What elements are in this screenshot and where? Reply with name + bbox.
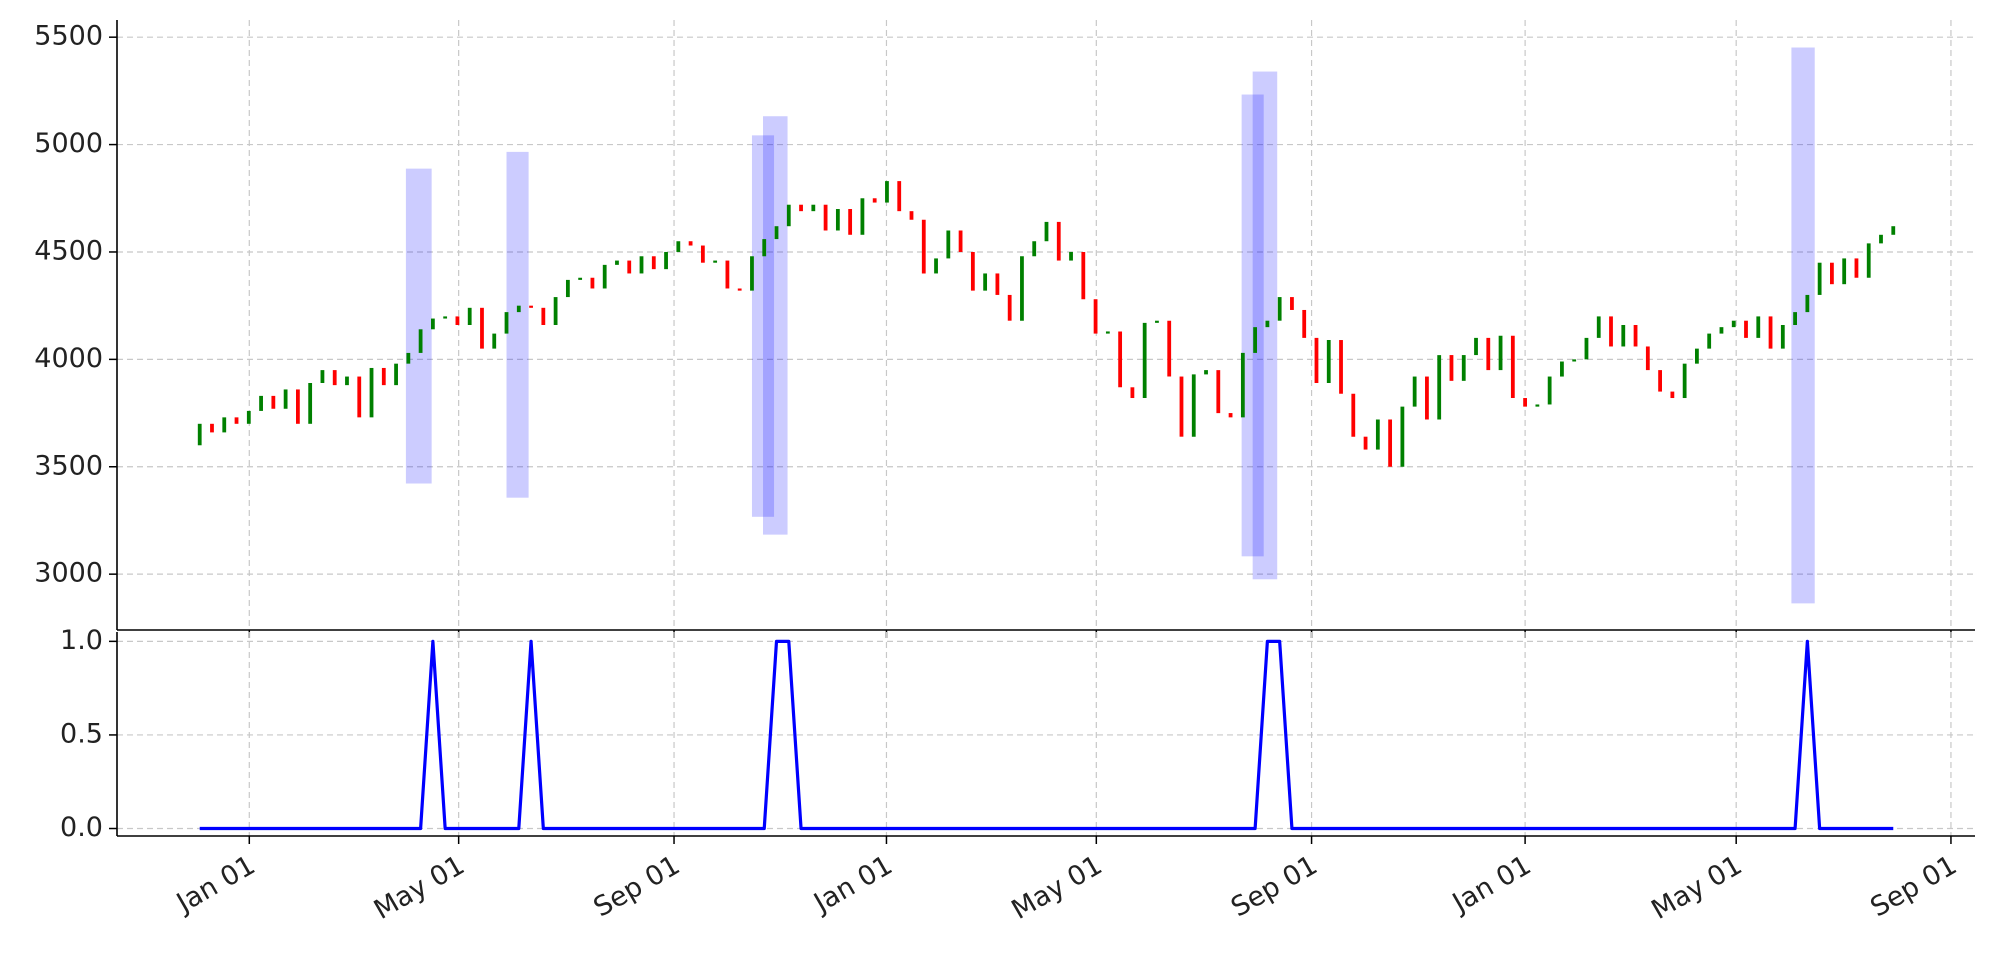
x-tick-label: Sep 01 <box>1226 850 1323 924</box>
x-tick-label: Sep 01 <box>1865 850 1962 924</box>
highlight-span <box>763 116 788 535</box>
highlight-span <box>506 151 529 498</box>
x-tick-label: Jan 01 <box>170 850 260 920</box>
x-tick-label: Jan 01 <box>1446 850 1536 920</box>
highlight-span <box>751 135 775 517</box>
y-tick-label: 4500 <box>34 235 103 266</box>
highlight-span <box>1252 71 1278 580</box>
highlight-span <box>1791 47 1815 604</box>
x-tick-label: Jan 01 <box>807 850 897 920</box>
x-tick-label: Sep 01 <box>589 850 686 924</box>
highlight-span <box>405 168 432 484</box>
y-tick-label: 1.0 <box>60 625 103 656</box>
y-tick-label: 3500 <box>34 450 103 481</box>
highlight-span <box>1241 94 1264 557</box>
y-tick-label: 0.0 <box>60 812 103 843</box>
x-tick-label: May 01 <box>1007 850 1108 926</box>
y-tick-label: 5500 <box>34 21 103 52</box>
y-tick-label: 0.5 <box>60 718 103 749</box>
y-tick-label: 3000 <box>34 558 103 589</box>
x-tick-label: May 01 <box>369 850 470 926</box>
y-tick-label: 4000 <box>34 343 103 374</box>
y-tick-label: 5000 <box>34 128 103 159</box>
signal-line <box>199 639 1894 831</box>
x-tick-label: May 01 <box>1646 850 1747 926</box>
